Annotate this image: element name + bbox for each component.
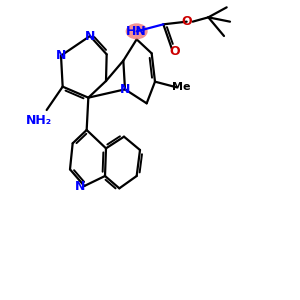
Text: N: N xyxy=(75,179,86,193)
Text: Me: Me xyxy=(172,82,191,92)
Text: HN: HN xyxy=(126,25,147,38)
Text: O: O xyxy=(169,45,180,58)
Text: N: N xyxy=(120,83,130,96)
Text: N: N xyxy=(56,49,66,62)
Ellipse shape xyxy=(126,23,148,39)
Text: O: O xyxy=(182,15,192,28)
Text: NH₂: NH₂ xyxy=(26,114,52,127)
Text: N: N xyxy=(85,29,95,43)
